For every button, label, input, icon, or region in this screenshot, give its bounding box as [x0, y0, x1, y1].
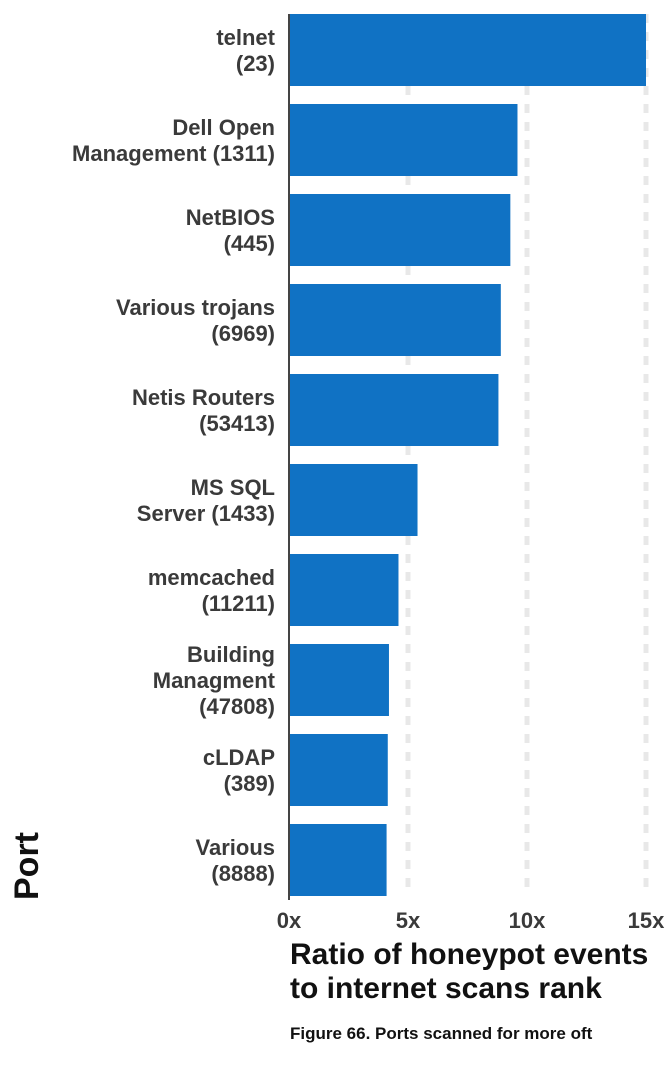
- category-label-line: (47808): [199, 694, 275, 719]
- category-labels: telnet (23) Dell Open Management (1311) NetB…: [72, 25, 276, 886]
- x-axis-label-line: to internet scans rank: [290, 972, 602, 1005]
- category-label: Building Managment (47808): [153, 642, 276, 719]
- bar: [289, 104, 518, 176]
- category-label-line: (389): [224, 771, 275, 796]
- category-label-line: (6969): [211, 321, 275, 346]
- bar: [289, 644, 389, 716]
- category-label-line: Management (1311): [72, 141, 275, 166]
- category-label: Netis Routers (53413): [132, 385, 275, 436]
- bars: [289, 14, 646, 896]
- x-axis-label: Ratio of honeypot events to internet sca…: [290, 938, 672, 1006]
- bar: [289, 194, 511, 266]
- category-label-line: Dell Open: [172, 115, 275, 140]
- bar: [289, 734, 388, 806]
- category-label-line: (11211): [202, 591, 275, 616]
- category-label-line: NetBIOS: [186, 205, 275, 230]
- y-axis-label: Port: [8, 832, 46, 900]
- category-label-line: Netis Routers: [132, 385, 275, 410]
- category-label-line: Various trojans: [116, 295, 275, 320]
- bar: [289, 14, 646, 86]
- category-label: telnet (23): [216, 25, 275, 76]
- category-label-line: (8888): [211, 861, 275, 886]
- category-label-line: MS SQL: [191, 475, 275, 500]
- x-axis-label-line: Ratio of honeypot events: [290, 938, 649, 971]
- bar: [289, 554, 399, 626]
- category-label-line: (23): [236, 51, 275, 76]
- x-tick-label: 0x: [277, 908, 302, 933]
- category-label-line: Building: [187, 642, 275, 667]
- category-label: MS SQL Server (1433): [137, 475, 275, 526]
- bar: [289, 824, 387, 896]
- x-tick-label: 15x: [628, 908, 665, 933]
- category-label: memcached (11211): [148, 565, 275, 616]
- category-label: cLDAP (389): [203, 745, 275, 796]
- category-label-line: Server (1433): [137, 501, 275, 526]
- bar: [289, 464, 418, 536]
- category-label-line: Managment: [153, 668, 276, 693]
- x-tick-labels: 0x 5x 10x 15x: [277, 908, 665, 933]
- category-label-line: (445): [224, 231, 275, 256]
- category-label: Various (8888): [196, 835, 275, 886]
- category-label: NetBIOS (445): [186, 205, 275, 256]
- category-label-line: telnet: [216, 25, 275, 50]
- category-label-line: cLDAP: [203, 745, 275, 770]
- figure-caption: Figure 66. Ports scanned for more oft: [290, 1024, 593, 1043]
- category-label-line: (53413): [199, 411, 275, 436]
- category-label-line: memcached: [148, 565, 275, 590]
- category-label-line: Various: [196, 835, 275, 860]
- bar: [289, 374, 499, 446]
- bar: [289, 284, 501, 356]
- category-label: Dell Open Management (1311): [72, 115, 275, 166]
- bar-chart: telnet (23) Dell Open Management (1311) NetB…: [8, 14, 665, 933]
- x-tick-label: 5x: [396, 908, 421, 933]
- x-tick-label: 10x: [509, 908, 546, 933]
- category-label: Various trojans (6969): [116, 295, 275, 346]
